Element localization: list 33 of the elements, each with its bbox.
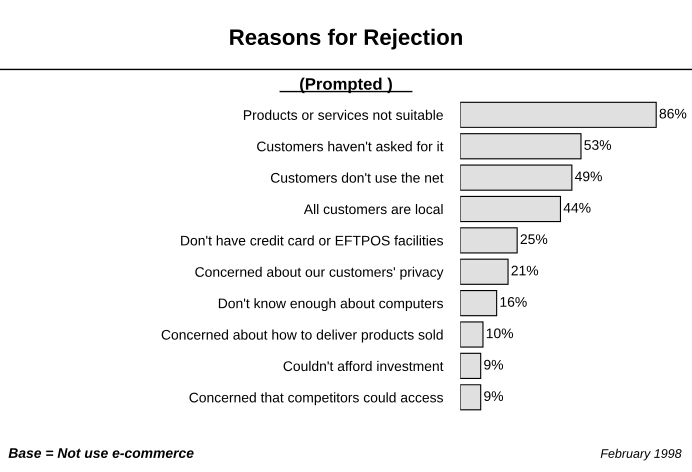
data-label: 25% xyxy=(520,234,548,244)
bar xyxy=(460,258,509,285)
bar xyxy=(460,384,482,410)
data-label: 10% xyxy=(486,328,514,338)
data-label: 21% xyxy=(512,266,538,276)
bar xyxy=(460,227,518,254)
data-label: 53% xyxy=(584,140,612,150)
bar xyxy=(460,352,482,380)
y-tick-label: Customers haven't asked for it xyxy=(257,141,444,152)
data-label: 16% xyxy=(500,297,527,307)
bar xyxy=(460,102,657,128)
data-label: 9% xyxy=(484,391,504,402)
bar xyxy=(460,196,562,222)
data-label: 86% xyxy=(660,108,686,119)
bar xyxy=(460,290,498,316)
data-label: 9% xyxy=(484,360,504,370)
y-tick-label: Concerned that competitors could access xyxy=(189,392,444,406)
text: Base = Not use e-commerce xyxy=(8,448,194,458)
y-tick-label: Couldn't afford investment xyxy=(284,360,444,372)
bar xyxy=(460,133,582,160)
y-tick-label: Customers don't use the net xyxy=(270,172,444,183)
y-tick-label: Concerned about how to deliver products sold xyxy=(162,329,443,342)
text: February 1998 xyxy=(600,448,682,460)
data-label: 44% xyxy=(564,202,591,213)
bar xyxy=(460,321,484,348)
y-tick-label: Concerned about our customers' privacy xyxy=(195,266,444,280)
bar xyxy=(460,164,572,191)
chart-title: Reasons for Rejection xyxy=(230,28,462,50)
y-tick-label: Products or services not suitable xyxy=(244,110,443,120)
data-label: 49% xyxy=(574,171,602,182)
y-tick-label: Don't know enough about computers xyxy=(218,298,444,312)
y-tick-label: All customers are local xyxy=(304,204,443,214)
y-tick-label: Don't have credit card or EFTPOS facilities xyxy=(181,235,444,246)
